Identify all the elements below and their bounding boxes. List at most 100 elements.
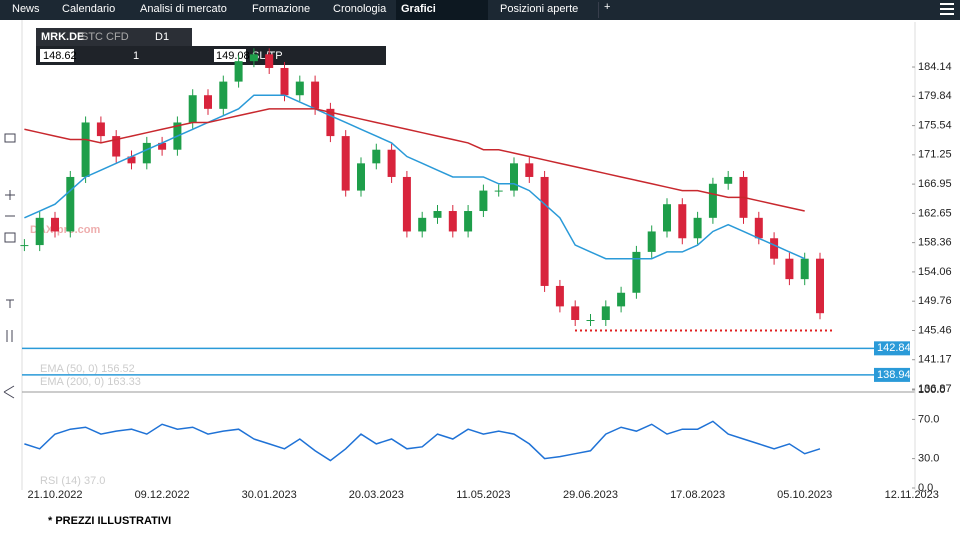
candle bbox=[816, 258, 824, 314]
candle bbox=[341, 136, 350, 191]
y-tick-label: 70.0 bbox=[918, 413, 939, 425]
nav-tab[interactable]: Cronologia bbox=[333, 3, 387, 15]
candle bbox=[311, 81, 320, 109]
candle bbox=[571, 306, 580, 321]
nav-tab[interactable]: Formazione bbox=[252, 3, 310, 15]
candle bbox=[632, 251, 641, 293]
candle bbox=[188, 95, 197, 123]
footer: * PREZZI ILLUSTRATIVI bbox=[48, 515, 171, 527]
candle bbox=[479, 190, 488, 212]
active-tab-bg bbox=[396, 0, 488, 20]
ask[interactable]: 149.08 bbox=[216, 50, 250, 62]
nav-tab[interactable]: Grafici bbox=[401, 3, 436, 15]
candle bbox=[372, 149, 381, 164]
candle bbox=[510, 163, 518, 191]
x-tick-label: 21.10.2022 bbox=[27, 489, 82, 501]
line-series bbox=[24, 94, 806, 260]
add-tab[interactable]: + bbox=[604, 1, 610, 13]
separator bbox=[598, 2, 599, 18]
nav-tab[interactable]: Posizioni aperte bbox=[500, 3, 578, 15]
candle bbox=[234, 61, 243, 82]
candle bbox=[601, 306, 610, 321]
candle bbox=[586, 320, 595, 322]
y-tick-label: 30.0 bbox=[918, 453, 939, 465]
y-tick-label: 154.06 bbox=[918, 266, 952, 278]
y-tick-label: 145.46 bbox=[918, 324, 952, 336]
y-tick-label: 184.14 bbox=[918, 61, 952, 73]
timeframe[interactable]: D1 bbox=[155, 31, 169, 43]
candle bbox=[265, 54, 274, 68]
nav-tab[interactable]: Analisi di mercato bbox=[140, 3, 227, 15]
sidebar bbox=[0, 20, 22, 490]
legend-ema200: EMA (200, 0) 163.33 bbox=[40, 376, 141, 388]
line-series bbox=[24, 420, 821, 462]
ask-box[interactable] bbox=[214, 49, 246, 62]
candle bbox=[708, 183, 717, 218]
x-tick-label: 29.06.2023 bbox=[563, 489, 618, 501]
price-tag bbox=[874, 341, 910, 356]
candle bbox=[96, 122, 105, 137]
candle bbox=[142, 142, 151, 164]
candle bbox=[326, 108, 335, 137]
candle bbox=[754, 217, 763, 239]
watermark: DAX-pro.com bbox=[30, 224, 101, 236]
candle bbox=[51, 217, 59, 232]
candle bbox=[555, 285, 564, 307]
price-tag-label: 138.94 bbox=[877, 369, 911, 381]
candle bbox=[647, 231, 656, 252]
candle bbox=[770, 238, 779, 259]
candle bbox=[295, 81, 304, 96]
candle bbox=[112, 136, 121, 157]
price-tag bbox=[874, 367, 910, 382]
qty[interactable]: 1 bbox=[133, 50, 139, 62]
candle bbox=[219, 81, 228, 109]
bid[interactable]: 148.62 bbox=[43, 50, 77, 62]
candle bbox=[525, 163, 534, 177]
menu-icon[interactable] bbox=[940, 3, 954, 15]
y-tick-label: 166.95 bbox=[918, 178, 952, 190]
price-tag-label: 142.84 bbox=[877, 342, 911, 354]
nav-tab[interactable]: News bbox=[12, 3, 40, 15]
legend-ema50: EMA (50, 0) 156.52 bbox=[40, 363, 135, 375]
y-tick-label: 158.36 bbox=[918, 237, 952, 249]
y-tick-label: 179.84 bbox=[918, 90, 952, 102]
kind: STC CFD bbox=[81, 31, 129, 43]
y-tick-label: 100.0 bbox=[918, 384, 946, 396]
candle bbox=[433, 211, 442, 218]
candle bbox=[494, 190, 503, 192]
nav-tab[interactable]: Calendario bbox=[62, 3, 115, 15]
candle bbox=[693, 217, 702, 239]
candle bbox=[66, 176, 75, 232]
candle bbox=[448, 211, 457, 232]
legend-rsi: RSI (14) 37.0 bbox=[40, 475, 105, 487]
x-tick-label: 30.01.2023 bbox=[242, 489, 297, 501]
candle bbox=[540, 176, 549, 286]
bid-box[interactable] bbox=[40, 49, 74, 62]
candle bbox=[204, 95, 212, 109]
x-tick-label: 12.11.2023 bbox=[885, 489, 939, 501]
trade-bar[interactable] bbox=[36, 46, 386, 65]
y-tick-label: 171.25 bbox=[918, 149, 952, 161]
y-tick-label: 136.87 bbox=[918, 383, 952, 395]
x-tick-label: 20.03.2023 bbox=[349, 489, 404, 501]
candle bbox=[464, 211, 473, 232]
x-tick-label: 05.10.2023 bbox=[777, 489, 832, 501]
candle bbox=[357, 163, 365, 191]
y-tick-label: 149.76 bbox=[918, 295, 952, 307]
candle bbox=[249, 54, 258, 62]
candle bbox=[20, 245, 29, 247]
candle bbox=[158, 142, 167, 150]
y-tick-label: 162.65 bbox=[918, 207, 952, 219]
candle bbox=[127, 156, 136, 164]
x-tick-label: 09.12.2022 bbox=[135, 489, 190, 501]
x-tick-label: 17.08.2023 bbox=[670, 489, 725, 501]
candle bbox=[387, 149, 396, 177]
y-tick-label: 0.0 bbox=[918, 482, 933, 494]
symbol-bar[interactable] bbox=[36, 28, 192, 46]
candle bbox=[35, 217, 44, 246]
candle bbox=[724, 176, 733, 184]
candle bbox=[617, 292, 626, 307]
x-tick-label: 11.05.2023 bbox=[456, 489, 510, 501]
candle bbox=[800, 258, 809, 280]
